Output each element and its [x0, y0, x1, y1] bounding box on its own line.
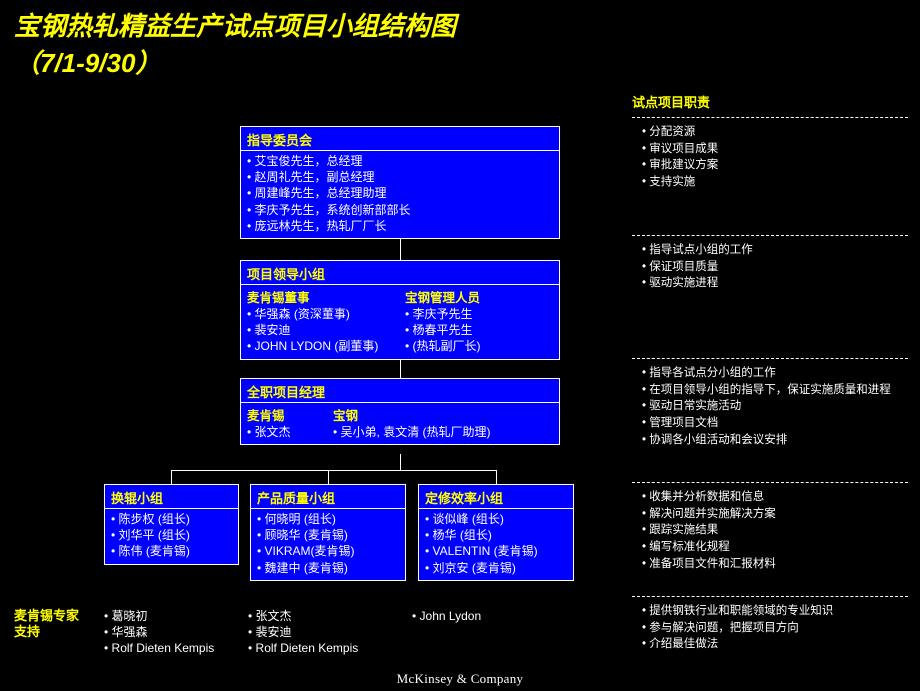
support-row: 麦肯锡专家 支持 葛晓初 华强森 Rolf Dieten Kempis 张文杰 …: [14, 608, 914, 657]
connector: [171, 470, 496, 471]
team-0-title: 换辊小组: [105, 485, 238, 509]
resp-block-2: 指导各试点分小组的工作 在项目领导小组的指导下，保证实施质量和进程 驱动日常实施…: [632, 359, 908, 456]
box-pm-title: 全职项目经理: [241, 379, 559, 403]
resp-block-1: 指导试点小组的工作 保证项目质量 驱动实施进程: [632, 236, 908, 300]
connector: [496, 470, 497, 484]
resp-header: 试点项目职责: [632, 92, 908, 111]
footer-logo: McKinsey & Company: [0, 671, 920, 687]
leadership-left-head: 麦肯锡董事: [247, 287, 395, 306]
leadership-left-list: 华强森 (资深董事) 裴安迪 JOHN LYDON (副董事): [247, 306, 395, 355]
pm-left-head: 麦肯锡: [247, 405, 323, 424]
page-subtitle: （7/1-9/30）: [0, 43, 920, 80]
connector: [400, 454, 401, 470]
resp-block-0: 分配资源 审议项目成果 审批建议方案 支持实施: [632, 118, 908, 199]
leadership-right-list: 李庆予先生 杨春平先生 (热轧副厂长): [405, 306, 553, 355]
support-label: 麦肯锡专家 支持: [14, 608, 100, 657]
box-team-1: 产品质量小组 何晓明 (组长) 顾晓华 (麦肯锡) VIKRAM(麦肯锡) 魏建…: [250, 484, 406, 581]
box-steering-list: 艾宝俊先生，总经理 赵周礼先生，副总经理 周建峰先生，总经理助理 李庆予先生，系…: [247, 153, 553, 234]
page-title: 宝钢热轧精益生产试点项目小组结构图: [0, 0, 920, 43]
box-pm: 全职项目经理 麦肯锡 张文杰 宝钢 吴小弟, 袁文清 (热轧厂助理): [240, 378, 560, 445]
box-steering-title: 指导委员会: [241, 127, 559, 151]
team-1-title: 产品质量小组: [251, 485, 405, 509]
box-team-2: 定修效率小组 谈似峰 (组长) 杨华 (组长) VALENTIN (麦肯锡) 刘…: [418, 484, 574, 581]
support-col-2: John Lydon: [412, 608, 552, 657]
support-col-0: 葛晓初 华强森 Rolf Dieten Kempis: [104, 608, 244, 657]
leadership-right-head: 宝钢管理人员: [405, 287, 553, 306]
box-team-0: 换辊小组 陈步权 (组长) 刘华平 (组长) 陈伟 (麦肯锡): [104, 484, 239, 565]
pm-right-head: 宝钢: [333, 405, 553, 424]
responsibilities-column: 试点项目职责 分配资源 审议项目成果 审批建议方案 支持实施: [632, 92, 908, 199]
box-leadership-title: 项目领导小组: [241, 261, 559, 285]
support-col-1: 张文杰 裴安迪 Rolf Dieten Kempis: [248, 608, 408, 657]
resp-block-3: 收集并分析数据和信息 解决问题并实施解决方案 跟踪实施结果 编写标准化规程 准备…: [632, 483, 908, 580]
box-leadership: 项目领导小组 麦肯锡董事 华强森 (资深董事) 裴安迪 JOHN LYDON (…: [240, 260, 560, 360]
box-steering: 指导委员会 艾宝俊先生，总经理 赵周礼先生，副总经理 周建峰先生，总经理助理 李…: [240, 126, 560, 239]
connector: [171, 470, 172, 484]
connector: [328, 470, 329, 484]
team-2-title: 定修效率小组: [419, 485, 573, 509]
